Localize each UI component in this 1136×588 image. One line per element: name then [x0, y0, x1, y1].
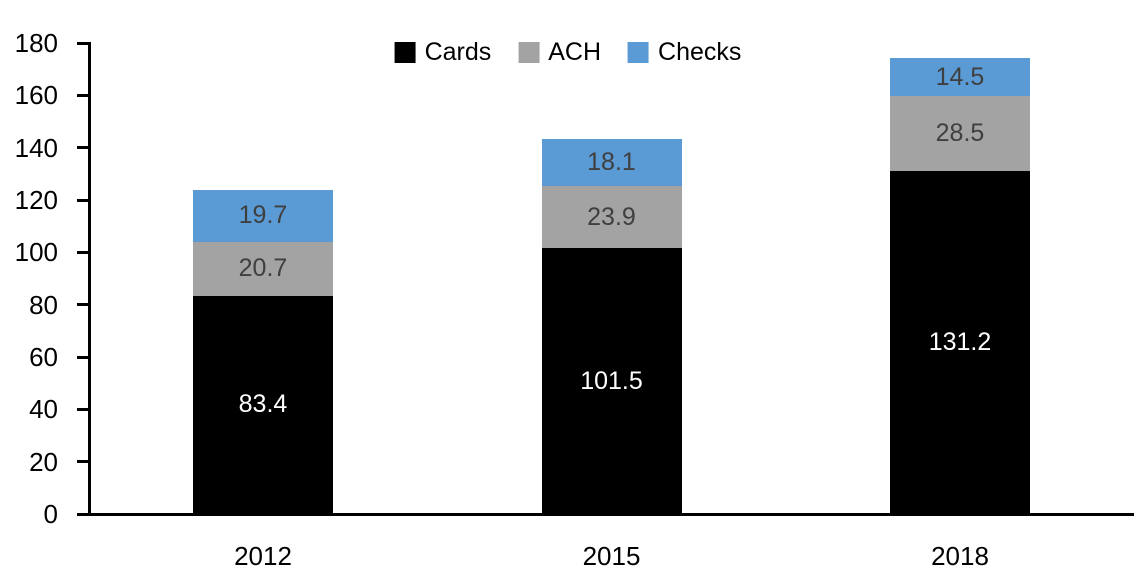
legend-label: ACH [548, 38, 602, 66]
bar-segment-value: 28.5 [935, 118, 985, 147]
bar-segment-checks: 19.7 [193, 190, 333, 242]
y-axis-tick-label: 40 [29, 394, 58, 425]
y-axis-tick-label: 80 [29, 289, 58, 320]
legend-item-cards: Cards [394, 38, 492, 67]
bar-segment-checks: 18.1 [541, 138, 682, 186]
bar-segment-ach: 28.5 [890, 96, 1030, 171]
legend: Cards ACH Checks [394, 38, 741, 67]
y-axis-tick-label: 120 [14, 185, 58, 215]
y-axis-tick-label: 160 [14, 80, 58, 111]
legend-item-checks: Checks [628, 38, 741, 67]
y-axis-tick-label: 180 [14, 28, 58, 58]
y-axis-tick [77, 198, 88, 202]
bar-segment-value: 101.5 [580, 366, 643, 395]
bar-segment-value: 19.7 [238, 201, 288, 230]
y-axis-line [88, 41, 91, 516]
y-axis-tick [77, 303, 88, 307]
y-axis-tick-label: 20 [29, 446, 58, 477]
bar-segment-cards: 101.5 [541, 248, 682, 514]
bar-segment-value: 23.9 [587, 202, 636, 231]
bar-segment-checks: 14.5 [890, 58, 1030, 97]
y-axis-tick [77, 407, 88, 411]
bar-segment-cards: 131.2 [890, 170, 1030, 514]
y-axis-tick [77, 41, 88, 45]
bar-segment-value: 14.5 [935, 62, 985, 91]
x-axis-line [88, 512, 1134, 516]
bar-segment-ach: 23.9 [541, 185, 682, 249]
legend-swatch-ach [518, 42, 540, 63]
y-axis-tick [77, 146, 88, 150]
x-axis-label: 2015 [582, 541, 641, 571]
y-axis-tick [77, 93, 88, 97]
y-axis-tick [77, 512, 88, 516]
bar-segment-ach: 20.7 [193, 241, 333, 296]
legend-label: Cards [424, 38, 492, 66]
y-axis-tick [77, 355, 88, 359]
bar-segment-value: 131.2 [928, 327, 992, 356]
legend-swatch-cards [394, 42, 416, 63]
y-axis-tick-label: 100 [14, 237, 58, 268]
y-axis-tick [77, 250, 88, 254]
bar-segment-value: 18.1 [587, 147, 636, 176]
legend-label: Checks [658, 38, 742, 66]
bar-segment-value: 83.4 [238, 390, 288, 419]
bar-segment-cards: 83.4 [193, 295, 333, 514]
legend-item-ach: ACH [518, 38, 601, 67]
y-axis-tick-label: 140 [14, 132, 58, 163]
x-axis-label: 2018 [931, 541, 989, 571]
y-axis-tick-label: 60 [29, 342, 58, 372]
y-axis-tick-label: 0 [43, 499, 58, 529]
legend-swatch-checks [628, 42, 650, 63]
x-axis-label: 2012 [234, 541, 292, 571]
y-axis-tick [77, 460, 88, 464]
bar-segment-value: 20.7 [238, 254, 288, 283]
